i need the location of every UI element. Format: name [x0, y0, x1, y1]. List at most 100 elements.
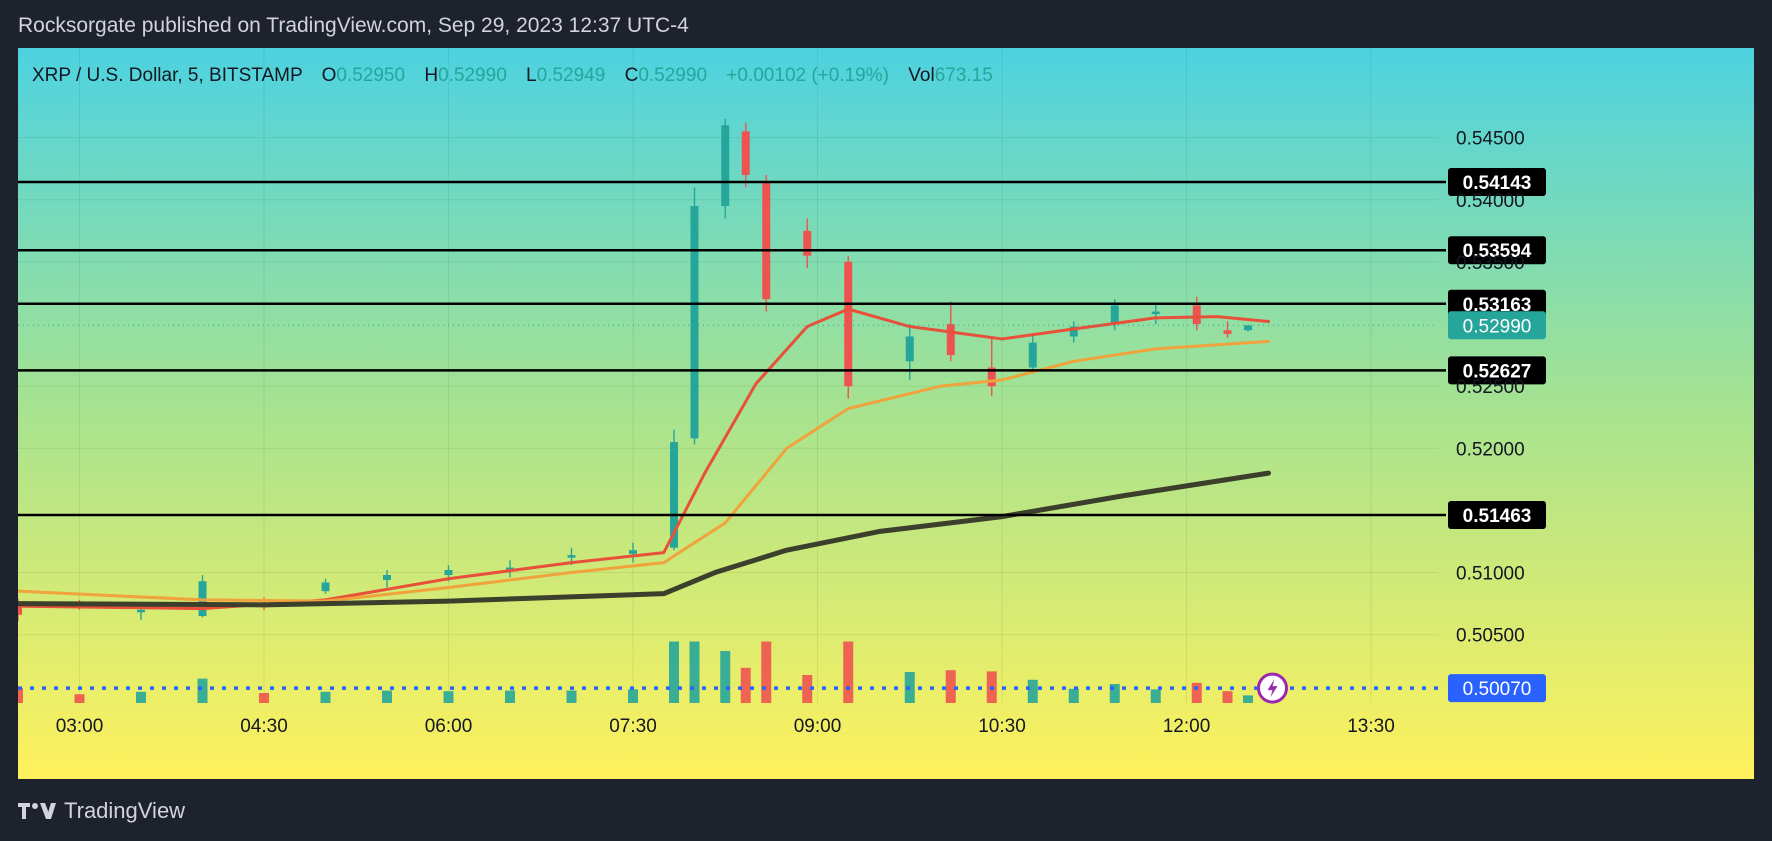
last-price-box — [1448, 311, 1546, 340]
legend-volume-label: Vol — [908, 65, 935, 86]
volume-bar — [18, 688, 23, 703]
volume-bar — [259, 693, 269, 703]
candle-body — [1069, 326, 1078, 337]
level-label: 0.53594 — [1463, 241, 1532, 262]
candle-body — [670, 442, 678, 548]
level-label-box — [1448, 501, 1546, 530]
volume-bar — [628, 689, 638, 703]
volume-bar — [505, 690, 515, 703]
moving-averages — [18, 307, 1271, 611]
volume-bar — [74, 694, 85, 703]
level-label-box — [1448, 236, 1546, 265]
ma-line-1 — [18, 307, 1270, 611]
y-tick-label: 0.51000 — [1456, 564, 1525, 585]
x-tick-label: 12:00 — [1163, 716, 1211, 737]
volume-bar — [945, 670, 956, 703]
y-tick-label: 0.54500 — [1456, 129, 1525, 150]
volume-bar — [1068, 688, 1079, 703]
volume-bar — [802, 675, 813, 703]
volume-bar — [1222, 691, 1233, 703]
volume-bar — [136, 691, 146, 703]
footer-brand[interactable]: TradingView — [18, 798, 185, 824]
volume-bar — [720, 651, 731, 703]
candle-body — [844, 261, 853, 387]
candle-body — [1192, 305, 1201, 325]
publisher-line: Rocksorgate published on TradingView.com… — [18, 14, 689, 37]
x-tick-label: 13:30 — [1347, 716, 1395, 737]
price-chart-svg[interactable]: 0.54143 0.53594 0.53163 0.52627 0.51463 0.529… — [18, 48, 1754, 779]
axes: 0.54500 0.54000 0.53500 0.52500 0.52000 0.510… — [56, 129, 1525, 737]
level-label-box — [1448, 356, 1546, 385]
volume-bar — [761, 641, 772, 703]
horizontal-levels: 0.54143 0.53594 0.53163 0.52627 0.51463 0.529… — [18, 168, 1546, 704]
level-label-box — [1448, 289, 1546, 318]
candle-body — [1223, 330, 1232, 334]
x-tick-label: 03:00 — [56, 716, 104, 737]
ma-line-3 — [18, 470, 1271, 608]
legend-open-label: O — [321, 65, 337, 86]
candle-body — [690, 206, 699, 439]
volume-bar — [1027, 679, 1038, 703]
y-tick-label: 0.54000 — [1456, 191, 1525, 212]
y-tick-label: 0.52000 — [1456, 439, 1525, 460]
alert-price-box — [1448, 674, 1546, 703]
y-tick-label: 0.50500 — [1456, 626, 1525, 647]
footer-brand-name: TradingView — [64, 798, 186, 823]
volume-bar — [1109, 684, 1120, 703]
level-label: 0.51463 — [1463, 506, 1532, 527]
legend-low: 0.52949 — [536, 65, 606, 86]
tradingview-logo-icon — [18, 803, 56, 819]
candle-body — [18, 604, 22, 615]
y-tick-label: 0.53500 — [1456, 253, 1525, 274]
ma-line-2 — [18, 339, 1270, 603]
candle-body — [383, 575, 391, 580]
legend-symbol: XRP / U.S. Dollar, 5, BITSTAMP — [32, 65, 303, 86]
candle-body — [506, 567, 514, 571]
chart-area[interactable]: 0.54143 0.53594 0.53163 0.52627 0.51463 0.529… — [18, 48, 1754, 779]
y-tick-label: 0.52500 — [1456, 377, 1525, 398]
x-tick-label: 09:00 — [794, 716, 842, 737]
x-tick-label: 04:30 — [240, 716, 288, 737]
volume-bar — [566, 690, 577, 703]
chart-background — [18, 48, 1754, 779]
x-tick-label: 06:00 — [425, 716, 473, 737]
legend-high-label: H — [424, 65, 439, 86]
alert-bolt-glyph — [1267, 679, 1278, 698]
candle-body — [321, 582, 330, 592]
candle-body — [946, 324, 955, 356]
volume-bar — [1191, 682, 1202, 703]
alert-price-label: 0.50070 — [1463, 679, 1532, 700]
candle-body — [741, 131, 750, 175]
volume-bar — [669, 641, 679, 703]
candle-body — [721, 125, 730, 206]
legend-close: 0.52990 — [638, 65, 708, 86]
candle-body — [1151, 311, 1160, 315]
last-price-label: 0.52990 — [1463, 316, 1532, 337]
volume-bar — [740, 667, 751, 703]
candle-body — [803, 230, 812, 256]
candle-body — [1244, 325, 1252, 331]
x-tick-label: 07:30 — [609, 716, 657, 737]
grid-lines — [18, 48, 1438, 703]
volume-bar — [843, 641, 854, 703]
legend-low-label: L — [526, 65, 537, 86]
candle-body — [762, 181, 771, 300]
candle-body — [629, 550, 637, 554]
x-tick-label: 10:30 — [978, 716, 1026, 737]
volume-bar — [1150, 689, 1161, 703]
legend-open: 0.52950 — [336, 65, 406, 86]
volume-bar — [1243, 695, 1253, 703]
volume-bar — [382, 690, 392, 703]
candle-body — [1028, 342, 1037, 368]
volume-bar — [443, 691, 454, 703]
candle-body — [987, 367, 996, 387]
level-label-box — [1448, 168, 1546, 197]
volume-bar — [320, 691, 331, 703]
level-label: 0.54143 — [1463, 173, 1532, 194]
symbol-legend: XRP / U.S. Dollar, 5, BITSTAMP O0.52950 … — [32, 65, 993, 87]
candle-body — [567, 555, 576, 558]
legend-close-label: C — [624, 65, 639, 86]
volume-bar — [197, 678, 208, 703]
candle-body — [137, 609, 145, 613]
candle-body — [1110, 305, 1119, 325]
